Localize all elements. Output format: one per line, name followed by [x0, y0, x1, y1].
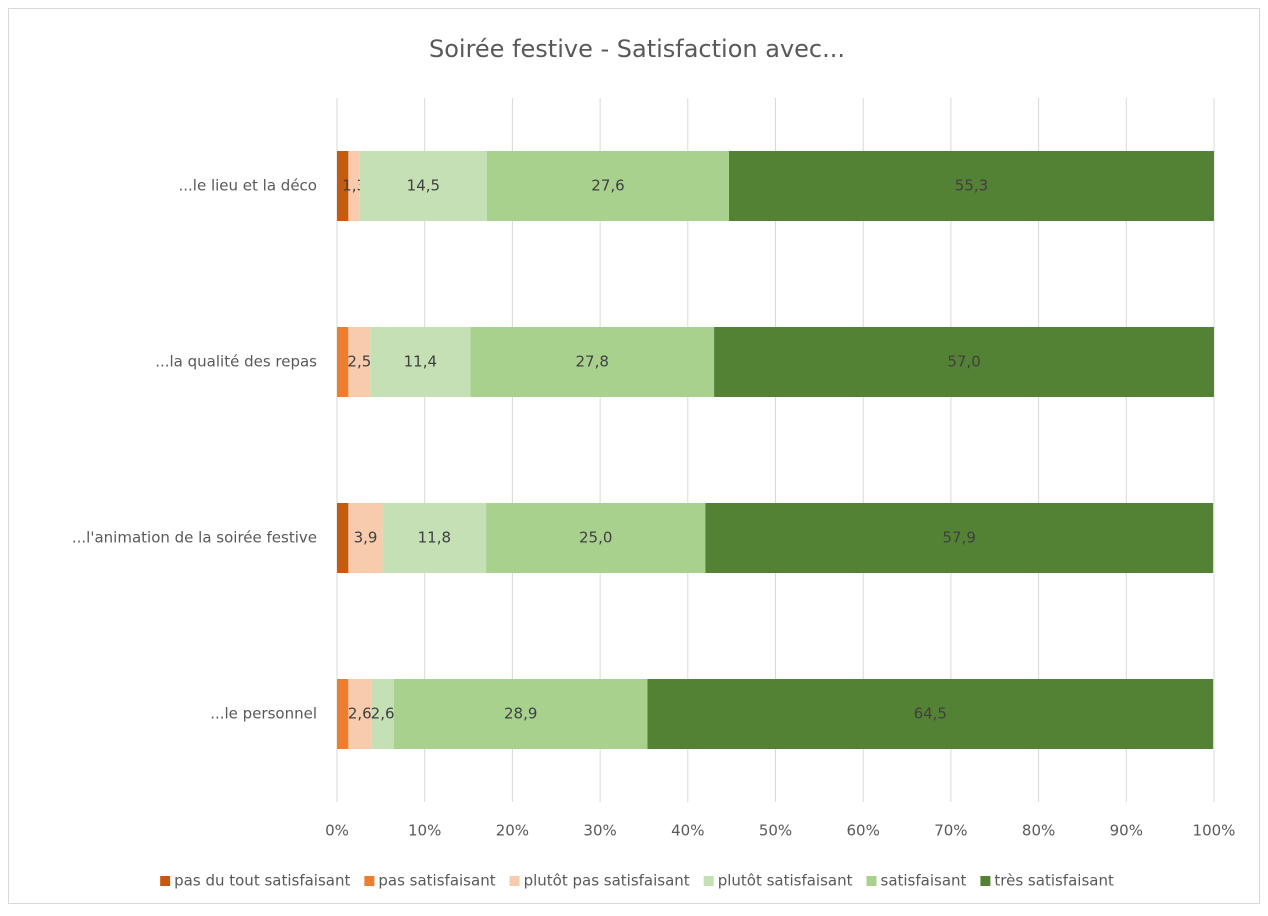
bar-segment — [486, 503, 706, 573]
legend-label: très satisfaisant — [994, 872, 1114, 890]
x-tick-label: 20% — [496, 822, 529, 840]
bar-segment — [394, 679, 648, 749]
data-label: 2,5 — [347, 353, 371, 371]
bar-segment — [348, 679, 372, 749]
y-tick-label: ...le personnel — [210, 705, 317, 723]
chart-title: Soirée festive - Satisfaction avec... — [429, 35, 845, 63]
bar-segment — [348, 327, 371, 397]
x-tick-label: 10% — [408, 822, 441, 840]
bar-segment — [337, 503, 349, 573]
legend-swatch — [866, 876, 877, 886]
legend-label: plutôt satisfaisant — [718, 872, 853, 890]
data-label: 57,0 — [947, 353, 980, 371]
bar-segment — [337, 327, 349, 397]
bar-segment — [348, 151, 360, 221]
legend-swatch — [703, 876, 714, 886]
bar-segment — [470, 327, 715, 397]
data-label: 25,0 — [579, 529, 612, 547]
bar-segment — [337, 679, 349, 749]
bar-segment — [370, 327, 471, 397]
bar-segment — [647, 679, 1214, 749]
x-tick-label: 30% — [583, 822, 616, 840]
bar-segment — [337, 151, 349, 221]
legend-label: plutôt pas satisfaisant — [524, 872, 690, 890]
data-label: 11,8 — [418, 529, 451, 547]
bar-segment — [359, 151, 487, 221]
x-tick-label: 80% — [1022, 822, 1055, 840]
x-tick-label: 70% — [934, 822, 967, 840]
data-label: 55,3 — [955, 177, 988, 195]
chart-border — [8, 8, 1260, 904]
data-label: 2,6 — [348, 705, 372, 723]
data-label: 14,5 — [407, 177, 440, 195]
bar-segment — [382, 503, 487, 573]
legend-label: pas du tout satisfaisant — [174, 872, 350, 890]
bar-segment — [371, 679, 395, 749]
legend-swatch — [980, 876, 991, 886]
data-label: 3,9 — [354, 529, 378, 547]
x-tick-label: 60% — [847, 822, 880, 840]
data-label: 27,6 — [591, 177, 624, 195]
legend-swatch — [509, 876, 520, 886]
bar-segment — [486, 151, 730, 221]
x-tick-label: 100% — [1193, 822, 1236, 840]
legend-swatch — [364, 876, 375, 886]
bar-segment — [705, 503, 1214, 573]
bar-segment — [729, 151, 1214, 221]
legend-label: pas satisfaisant — [378, 872, 495, 890]
y-tick-label: ...l'animation de la soirée festive — [72, 529, 317, 547]
data-label: 64,5 — [914, 705, 947, 723]
y-tick-label: ...la qualité des repas — [155, 353, 317, 371]
x-tick-label: 90% — [1110, 822, 1143, 840]
y-tick-label: ...le lieu et la déco — [179, 177, 318, 195]
x-tick-label: 40% — [671, 822, 704, 840]
data-label: 57,9 — [943, 529, 976, 547]
bar-segment — [348, 503, 383, 573]
data-label: 11,4 — [404, 353, 437, 371]
x-tick-label: 0% — [325, 822, 349, 840]
data-label: 27,8 — [576, 353, 609, 371]
x-tick-label: 50% — [759, 822, 792, 840]
bar-segment — [714, 327, 1214, 397]
legend-swatch — [160, 876, 171, 886]
data-label: 2,6 — [371, 705, 395, 723]
legend-label: satisfaisant — [881, 872, 967, 890]
data-label: 28,9 — [504, 705, 537, 723]
